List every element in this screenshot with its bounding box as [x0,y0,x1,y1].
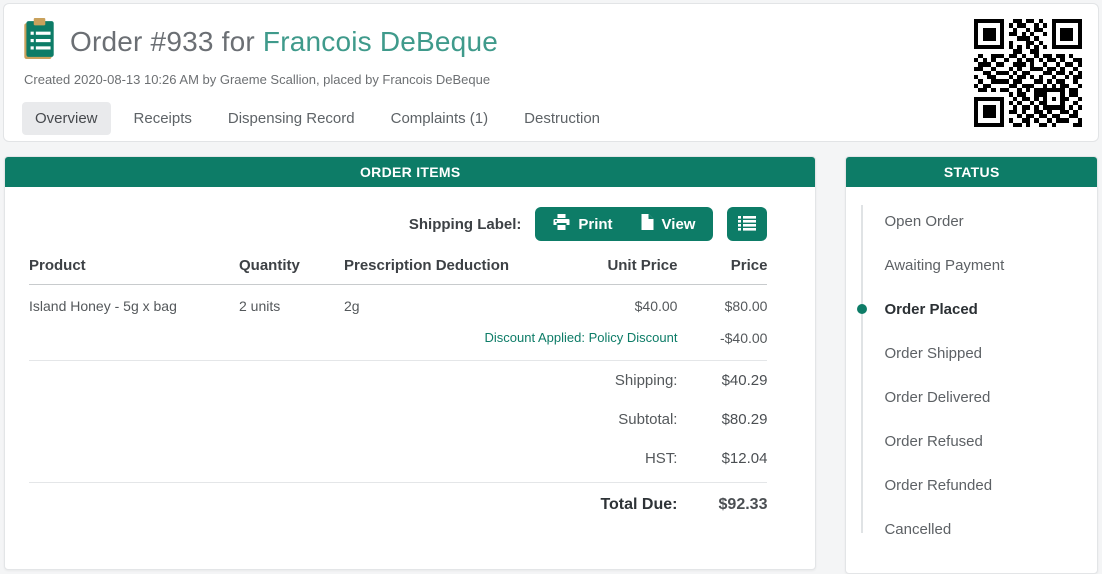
discount-label: Discount Applied: Policy Discount [484,330,678,345]
status-item-label: Order Shipped [884,344,983,362]
status-item-order-refused: Order Refused [846,419,1097,463]
total-due-row: Total Due: $92.33 [29,482,768,527]
status-item-label: Awaiting Payment [884,256,1005,274]
customer-name-text: Francois DeBeque [262,25,498,57]
tab-receipts[interactable]: Receipts [133,110,192,127]
status-item-label: Cancelled [884,520,952,538]
page-title: Order #933 for Francois DeBeque [70,26,498,58]
order-number-text: Order #933 for [70,25,255,57]
status-panel: STATUS Open Order Awaiting Payment Order… [845,156,1098,574]
status-panel-title: STATUS [846,157,1097,187]
subtotal-row: Subtotal: $80.29 [29,400,767,439]
view-shipping-label-button[interactable]: View [627,207,710,241]
item-unit-price: $40.00 [634,298,678,314]
tab-bar: Overview Receipts Dispensing Record Comp… [22,102,1080,135]
order-items-panel: ORDER ITEMS Shipping Label: Print [4,156,817,570]
order-created-line: Created 2020-08-13 10:26 AM by Graeme Sc… [24,72,491,87]
status-item-label: Order Refunded [884,476,993,494]
shipping-label-list-button[interactable] [727,207,768,241]
shipping-total-row: Shipping: $40.29 [29,361,768,400]
qr-code [967,12,1089,134]
status-item-order-refunded: Order Refunded [846,463,1097,507]
shipping-label-caption: Shipping Label: [408,215,522,233]
tab-dispensing-record[interactable]: Dispensing Record [227,110,355,127]
order-item-row: Island Honey - 5g x bag 2 units 2g $40.0… [29,285,767,318]
status-item-order-shipped: Order Shipped [846,331,1097,375]
column-header-price: Price [730,257,768,274]
shipping-label-button-group: Print View [535,207,714,241]
discount-amount: -$40.00 [719,330,768,346]
list-icon [738,215,757,234]
subtotal-label: Subtotal: [618,411,678,428]
discount-row: Discount Applied: Policy Discount -$40.0… [29,318,768,361]
tab-complaints[interactable]: Complaints (1) [390,110,489,127]
tab-overview[interactable]: Overview [22,102,111,135]
shipping-total-value: $40.29 [721,372,768,389]
column-header-quantity: Quantity [239,257,300,274]
status-item-label: Order Delivered [884,388,991,406]
item-quantity: 2 units [239,298,281,314]
status-item-open-order: Open Order [846,199,1097,243]
total-due-value: $92.33 [718,496,768,513]
hst-value: $12.04 [721,450,768,467]
item-price: $80.00 [724,298,768,314]
view-button-label: View [661,215,696,233]
column-header-product: Product [29,257,86,274]
print-shipping-label-button[interactable]: Print [539,207,626,241]
printer-icon [553,214,570,234]
status-item-order-placed: Order Placed [846,287,1097,331]
order-items-table-header: Product Quantity Prescription Deduction … [29,257,768,285]
subtotal-value: $80.29 [721,411,768,428]
shipping-total-label: Shipping: [614,372,678,389]
tab-destruction[interactable]: Destruction [524,110,601,127]
status-timeline-line [861,205,864,533]
item-deduction: 2g [344,298,360,314]
status-item-awaiting-payment: Awaiting Payment [846,243,1097,287]
status-item-cancelled: Cancelled [846,507,1097,551]
status-item-label: Open Order [884,212,964,230]
item-product: Island Honey - 5g x bag [29,298,177,314]
hst-label: HST: [644,450,678,467]
order-header-card: Order #933 for Francois DeBeque Created … [3,3,1099,142]
total-due-label: Total Due: [600,496,678,513]
status-item-label: Order Refused [884,432,983,450]
column-header-prescription-deduction: Prescription Deduction [344,257,510,274]
print-button-label: Print [578,215,613,233]
current-status-dot [857,304,868,314]
clipboard-icon [22,18,56,65]
status-item-order-delivered: Order Delivered [846,375,1097,419]
status-item-label: Order Placed [884,300,978,318]
file-icon [641,214,654,234]
column-header-unit-price: Unit Price [607,257,678,274]
hst-row: HST: $12.04 [29,439,768,478]
order-items-panel-title: ORDER ITEMS [5,157,816,187]
